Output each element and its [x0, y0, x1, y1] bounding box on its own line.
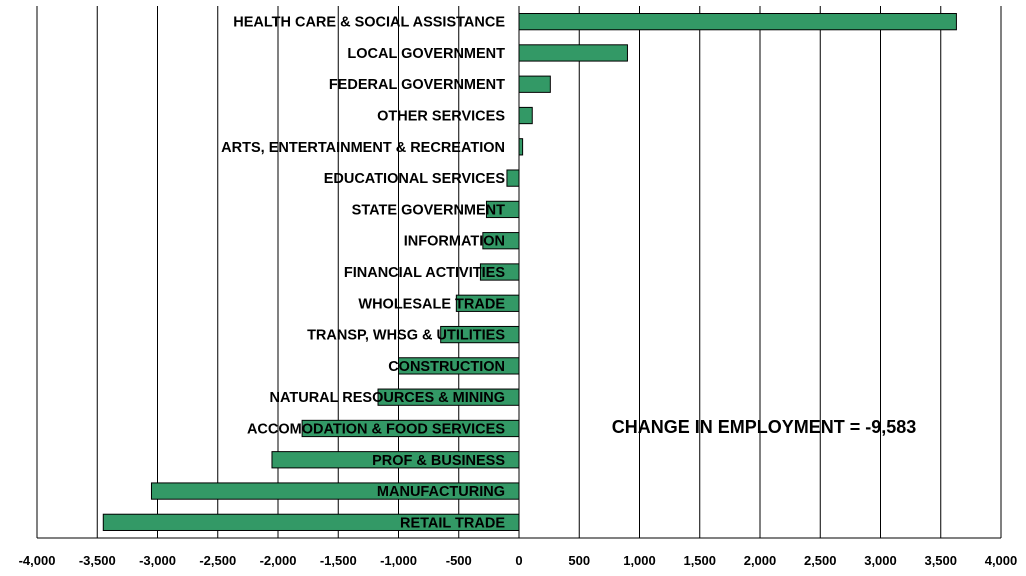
category-label-4: ARTS, ENTERTAINMENT & RECREATION — [221, 140, 505, 156]
x-tick-label-11: 1,500 — [683, 553, 716, 568]
category-label-1: LOCAL GOVERNMENT — [347, 46, 505, 62]
category-label-10: TRANSP, WHSG & UTILITIES — [307, 328, 505, 344]
category-label-3: OTHER SERVICES — [377, 109, 505, 125]
bar-16 — [102, 513, 520, 531]
x-tick-label-9: 500 — [568, 553, 590, 568]
x-tick-label-10: 1,000 — [623, 553, 656, 568]
category-label-7: INFORMATION — [404, 234, 505, 250]
category-labels: HEALTH CARE & SOCIAL ASSISTANCE LOCAL GOV… — [221, 15, 505, 532]
category-label-12: NATURAL RESOURCES & MINING — [270, 390, 506, 406]
category-label-0: HEALTH CARE & SOCIAL ASSISTANCE — [233, 15, 505, 31]
x-tick-label-8: 0 — [515, 553, 522, 568]
x-tick-label-4: -2,000 — [260, 553, 297, 568]
x-tick-label-15: 3,500 — [924, 553, 957, 568]
x-tick-label-0: -4,000 — [19, 553, 56, 568]
bar-5 — [506, 169, 520, 187]
category-label-13: ACCOMODATION & FOOD SERVICES — [247, 421, 505, 437]
x-axis-tick-labels: -4,000 -3,500 -3,000 -2,500 -2,000 -1,500 -1,0… — [19, 553, 1018, 568]
x-tick-label-2: -3,000 — [139, 553, 176, 568]
x-tick-label-5: -1,500 — [320, 553, 357, 568]
x-tick-label-14: 3,000 — [864, 553, 897, 568]
bar-12 — [377, 388, 520, 406]
x-tick-label-6: -1,000 — [380, 553, 417, 568]
bar-2 — [518, 75, 551, 93]
bars — [102, 13, 957, 531]
bar-0 — [518, 13, 957, 31]
x-tick-label-3: -2,500 — [199, 553, 236, 568]
bar-6 — [485, 200, 520, 219]
x-tick-label-7: -500 — [446, 553, 472, 568]
category-label-8: FINANCIAL ACTIVITIES — [344, 265, 505, 281]
gridlines — [36, 6, 1002, 539]
bar-15 — [150, 482, 520, 500]
category-label-14: PROF & BUSINESS — [372, 453, 505, 469]
bar-11 — [398, 357, 520, 375]
x-tick-label-16: 4,000 — [985, 553, 1018, 568]
category-label-16: RETAIL TRADE — [400, 515, 505, 531]
bar-14 — [271, 451, 520, 469]
x-tick-label-12: 2,000 — [744, 553, 777, 568]
bar-10 — [440, 325, 520, 344]
total-change-annotation: CHANGE IN EMPLOYMENT = -9,583 — [612, 417, 917, 437]
bar-13 — [301, 419, 520, 438]
category-label-2: FEDERAL GOVERNMENT — [329, 77, 505, 93]
bar-1 — [518, 44, 628, 62]
bar-8 — [479, 263, 520, 281]
bar-4 — [518, 138, 524, 156]
category-label-6: STATE GOVERNMENT — [352, 202, 505, 218]
x-tick-label-13: 2,500 — [804, 553, 837, 568]
bar-9 — [455, 294, 520, 312]
category-label-9: WHOLESALE TRADE — [358, 296, 505, 312]
category-label-11: CONSTRUCTION — [388, 359, 505, 375]
bar-7 — [482, 232, 520, 250]
category-label-15: MANUFACTURING — [377, 484, 505, 500]
x-tick-label-1: -3,500 — [79, 553, 116, 568]
bar-3 — [518, 106, 533, 125]
category-label-5: EDUCATIONAL SERVICES — [324, 171, 506, 187]
